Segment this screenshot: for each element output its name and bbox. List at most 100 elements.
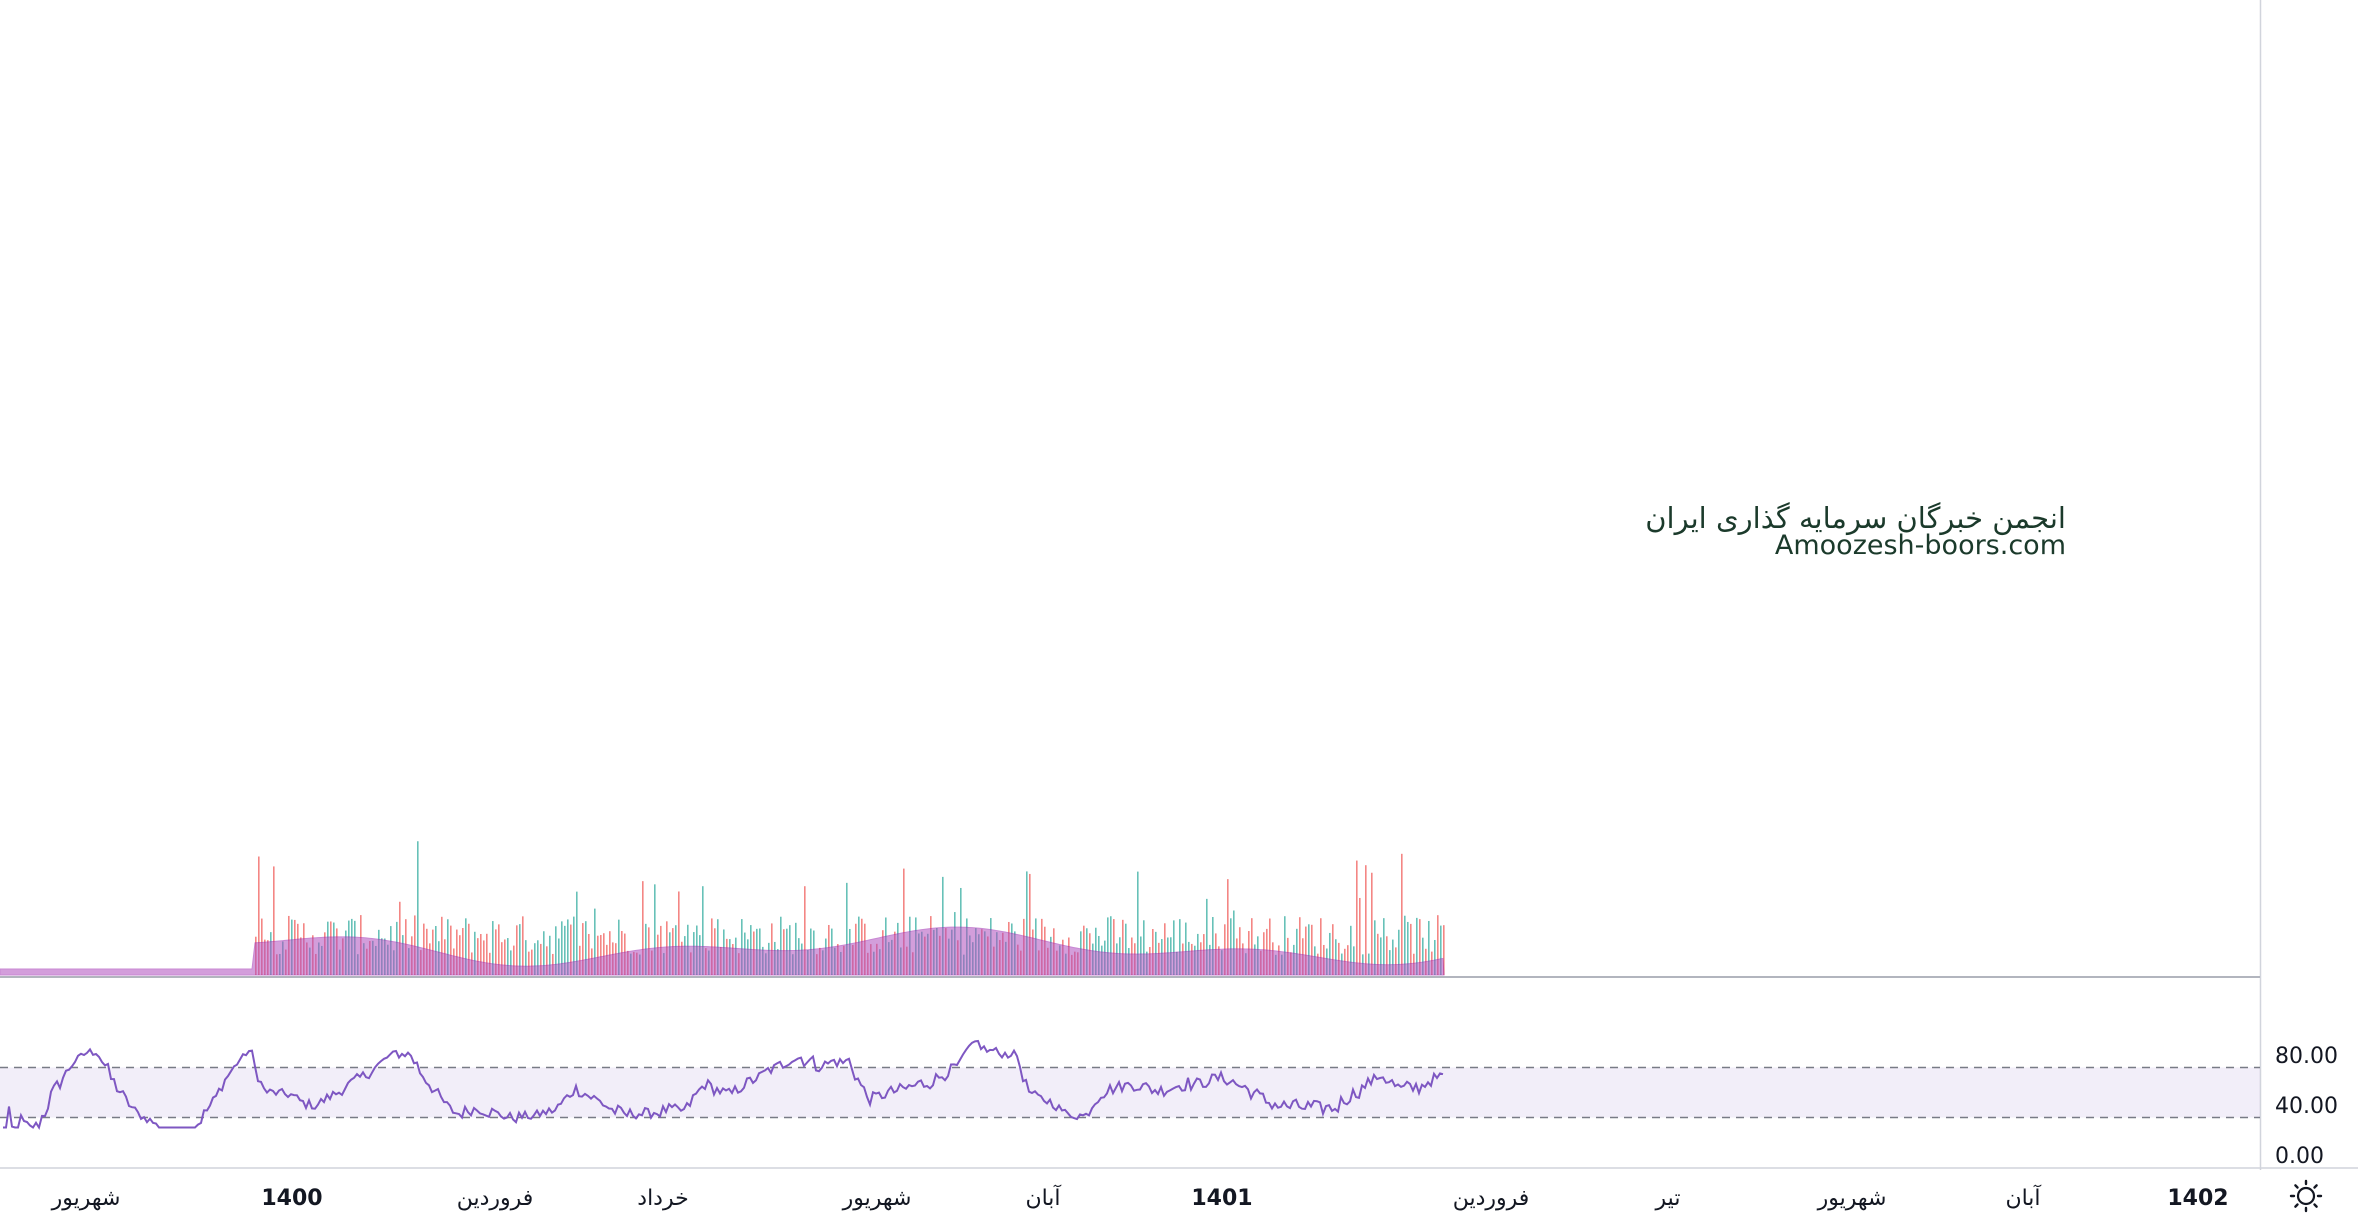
volume-bar xyxy=(702,886,704,975)
volume-bar xyxy=(1365,865,1367,975)
volume-bar xyxy=(1407,921,1409,975)
volume-bar xyxy=(435,926,437,975)
volume-bar xyxy=(543,931,545,975)
volume-bar xyxy=(1383,918,1385,975)
volume-bar xyxy=(1227,879,1229,975)
volume-bar xyxy=(456,929,458,975)
volume-bar xyxy=(1107,917,1109,975)
volume-bar xyxy=(1206,898,1208,975)
volume-bar xyxy=(1347,945,1349,975)
volume-bar xyxy=(1395,947,1397,975)
volume-bar xyxy=(585,921,587,975)
volume-bar xyxy=(1419,919,1421,975)
volume-bar xyxy=(1428,920,1430,975)
rsi-tick-label: 80.00 xyxy=(2275,1044,2338,1069)
volume-bar xyxy=(597,935,599,975)
volume-bar xyxy=(273,866,275,975)
time-axis-label: تیر xyxy=(1655,1186,1681,1211)
volume-bar xyxy=(495,929,497,975)
volume-bar xyxy=(582,923,584,975)
volume-bar xyxy=(516,925,518,975)
volume-bar xyxy=(618,919,620,975)
volume-bar xyxy=(465,918,467,975)
time-axis-label: خرداد xyxy=(637,1186,688,1211)
volume-bar xyxy=(447,919,449,975)
volume-bar xyxy=(507,938,509,975)
price-axis[interactable]: 1700015000120001100095008300710061005300… xyxy=(2275,0,2345,1169)
volume-bar xyxy=(1350,925,1352,975)
volume-bar xyxy=(1377,933,1379,975)
rsi-pane xyxy=(0,1039,2260,1131)
volume-bar xyxy=(1374,920,1376,975)
volume-bar xyxy=(603,933,605,975)
volume-bar xyxy=(1029,873,1031,975)
volume-bar xyxy=(1356,860,1358,975)
volume-bar xyxy=(1338,942,1340,975)
volume-bar xyxy=(771,923,773,975)
volume-bar xyxy=(540,943,542,975)
volume-bar xyxy=(1437,915,1439,975)
volume-bar xyxy=(1392,939,1394,975)
volume-bar xyxy=(678,891,680,975)
volume-bar xyxy=(1296,928,1298,975)
volume-bar xyxy=(1353,946,1355,975)
volume-bar xyxy=(1332,924,1334,975)
volume-bar xyxy=(1110,916,1112,975)
volume-bar xyxy=(741,919,743,975)
volume-bar xyxy=(780,916,782,975)
time-axis-label: 1402 xyxy=(2167,1186,2228,1211)
volume-bar xyxy=(492,921,494,975)
volume-bar xyxy=(609,931,611,975)
volume-bar xyxy=(1113,919,1115,975)
time-axis-label: فروردین xyxy=(1453,1186,1530,1211)
volume-bar xyxy=(1311,924,1313,975)
rsi-tick-label: 40.00 xyxy=(2275,1094,2338,1119)
time-axis-label: 1400 xyxy=(261,1186,322,1211)
volume-bar xyxy=(537,940,539,975)
volume-bar xyxy=(558,938,560,975)
volume-ma-area xyxy=(0,926,1445,976)
volume-bar xyxy=(1422,937,1424,975)
volume-bar xyxy=(480,934,482,975)
volume-bar xyxy=(498,924,500,975)
volume-bar xyxy=(1401,853,1403,975)
volume-bar xyxy=(1137,871,1139,975)
rsi-line xyxy=(3,1039,1444,1131)
volume-bar xyxy=(510,950,512,975)
volume-bar xyxy=(1380,937,1382,975)
volume-bar xyxy=(534,943,536,975)
rsi-tick-label: 0.00 xyxy=(2275,1144,2324,1169)
volume-bar xyxy=(1308,924,1310,975)
volume-bar xyxy=(573,916,575,975)
volume-bar xyxy=(567,919,569,975)
volume-bar xyxy=(1305,926,1307,975)
volume-pane xyxy=(0,841,1445,976)
volume-bar xyxy=(1443,925,1445,975)
volume-bar xyxy=(504,939,506,975)
price-pane[interactable] xyxy=(0,0,2260,975)
volume-bar xyxy=(528,951,530,975)
volume-bar xyxy=(1230,918,1232,975)
volume-bar xyxy=(1125,923,1127,975)
time-axis[interactable]: شهریور 1400 فروردین خرداد شهریور آبان 1401 فرور… xyxy=(51,1184,2229,1211)
volume-bar xyxy=(846,882,848,975)
volume-bar xyxy=(1251,918,1253,975)
settings-gear-icon[interactable] xyxy=(2289,1179,2323,1213)
volume-bar xyxy=(1284,916,1286,975)
volume-bar xyxy=(1404,915,1406,975)
volume-bar xyxy=(795,922,797,975)
volume-bar xyxy=(258,856,260,975)
volume-bar xyxy=(600,934,602,975)
time-axis-label: فروردین xyxy=(457,1186,534,1211)
volume-bar xyxy=(1173,920,1175,975)
volume-bar xyxy=(513,945,515,975)
volume-bar xyxy=(594,908,596,975)
volume-bar xyxy=(399,901,401,975)
time-axis-label: شهریور xyxy=(1817,1186,1887,1211)
volume-bar xyxy=(1143,920,1145,975)
volume-bar xyxy=(1410,923,1412,975)
volume-bar xyxy=(483,940,485,975)
volume-bar xyxy=(1416,917,1418,975)
volume-bar xyxy=(414,915,416,975)
